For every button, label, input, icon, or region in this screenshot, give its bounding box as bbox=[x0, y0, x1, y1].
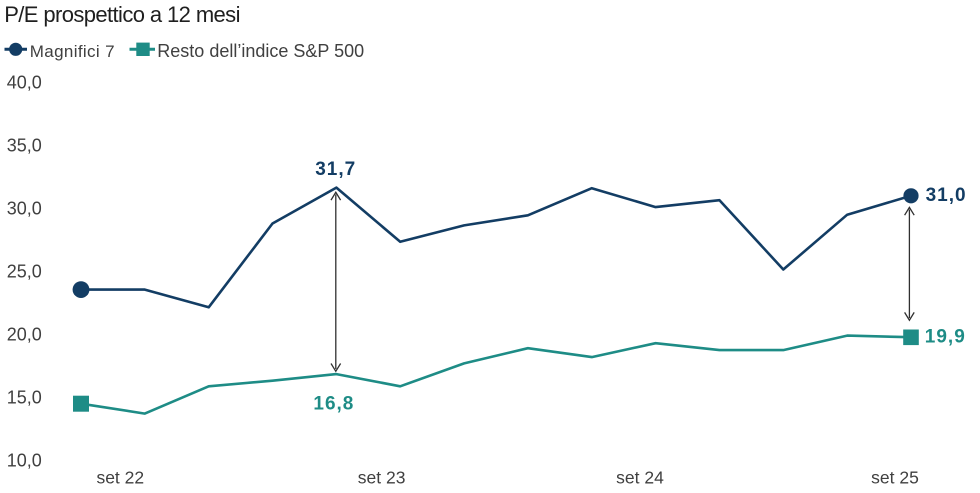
svg-text:35,0: 35,0 bbox=[7, 136, 42, 156]
svg-text:31,7: 31,7 bbox=[315, 159, 356, 180]
svg-text:20,0: 20,0 bbox=[7, 325, 42, 345]
svg-text:30,0: 30,0 bbox=[7, 199, 42, 219]
svg-text:Resto dell’indice S&P 500: Resto dell’indice S&P 500 bbox=[157, 41, 364, 61]
svg-text:set 22: set 22 bbox=[96, 468, 144, 488]
svg-text:40,0: 40,0 bbox=[7, 73, 42, 93]
svg-text:set 24: set 24 bbox=[616, 468, 664, 488]
svg-text:31,0: 31,0 bbox=[926, 185, 967, 206]
svg-text:15,0: 15,0 bbox=[7, 388, 42, 408]
svg-text:16,8: 16,8 bbox=[313, 394, 354, 415]
svg-text:set 25: set 25 bbox=[871, 468, 919, 488]
svg-text:P/E prospettico a 12 mesi: P/E prospettico a 12 mesi bbox=[4, 2, 240, 27]
svg-text:19,9: 19,9 bbox=[925, 326, 966, 347]
svg-text:set 23: set 23 bbox=[358, 468, 406, 488]
svg-text:25,0: 25,0 bbox=[7, 262, 42, 282]
svg-text:10,0: 10,0 bbox=[7, 451, 42, 471]
svg-text:Magnifici 7: Magnifici 7 bbox=[30, 42, 115, 61]
